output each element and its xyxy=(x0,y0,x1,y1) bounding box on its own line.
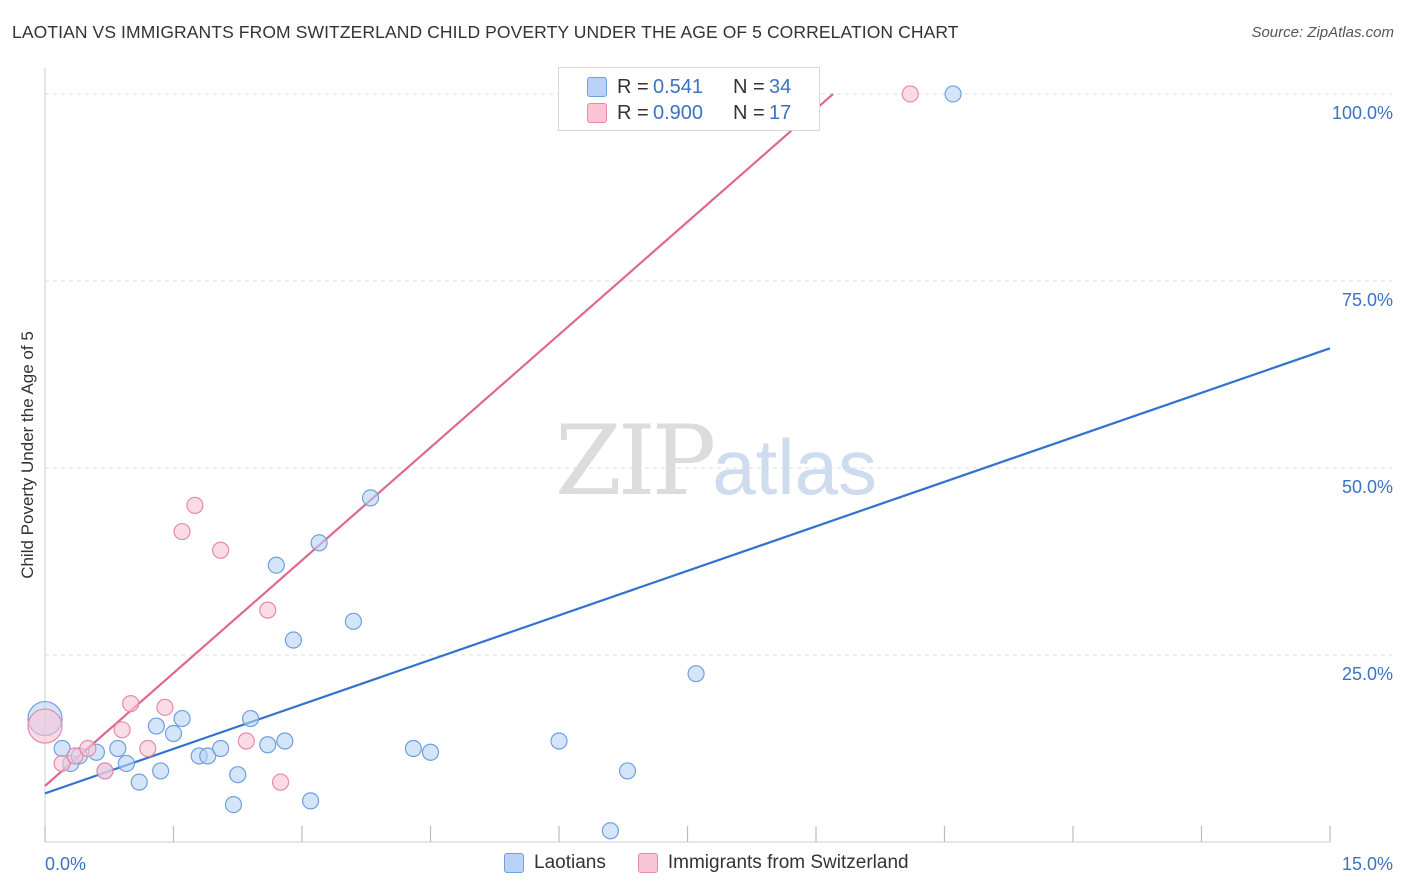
y-tick-label: 75.0% xyxy=(1342,290,1393,310)
series-swatch-laotians xyxy=(504,853,524,873)
data-point-laotians xyxy=(199,747,217,765)
source-credit: Source: ZipAtlas.com xyxy=(1251,24,1394,41)
data-point-laotians xyxy=(687,665,705,683)
watermark: ZIPatlas xyxy=(555,405,877,517)
data-point-laotians xyxy=(212,739,230,758)
data-point-laotians xyxy=(229,766,247,784)
data-point-laotians xyxy=(147,717,165,735)
data-point-switzerland xyxy=(259,601,277,619)
series-name-laotians: Laotians xyxy=(534,852,606,873)
watermark-atlas: atlas xyxy=(712,423,877,511)
x-tick-label: 0.0% xyxy=(45,854,86,874)
x-tick-label: 15.0% xyxy=(1342,854,1393,874)
data-point-laotians xyxy=(404,739,422,758)
data-point-switzerland xyxy=(53,754,71,773)
data-point-laotians xyxy=(267,556,285,574)
series-name-switzerland: Immigrants from Switzerland xyxy=(667,852,909,873)
data-point-switzerland xyxy=(173,522,191,541)
legend-n-label: N = xyxy=(733,101,765,124)
series-legend: Laotians Immigrants from Switzerland xyxy=(504,852,941,874)
data-point-laotians xyxy=(117,754,135,773)
data-point-laotians xyxy=(421,743,440,761)
correlation-legend: R = 0.541 N = 34 R = 0.900 N = 17 xyxy=(558,67,820,131)
data-point-switzerland xyxy=(212,541,230,559)
data-point-switzerland xyxy=(901,85,919,103)
data-point-switzerland xyxy=(271,773,290,791)
legend-n-value: 34 xyxy=(769,75,792,98)
series-legend-laotians: Laotians xyxy=(504,852,606,874)
data-point-switzerland xyxy=(66,747,84,765)
data-point-laotians xyxy=(944,85,962,103)
data-point-laotians xyxy=(276,732,294,750)
series-legend-switzerland: Immigrants from Switzerland xyxy=(637,852,909,874)
data-point-laotians xyxy=(109,739,127,758)
series-swatch-switzerland xyxy=(637,853,658,873)
data-point-laotians xyxy=(173,709,191,728)
data-point-laotians xyxy=(130,773,148,791)
data-point-switzerland xyxy=(96,762,114,780)
data-point-switzerland xyxy=(186,496,204,514)
data-point-laotians xyxy=(242,709,260,728)
data-point-laotians xyxy=(361,489,380,507)
trend-line-switzerland xyxy=(44,93,834,787)
data-point-laotians xyxy=(310,534,328,552)
data-point-switzerland xyxy=(27,708,63,744)
data-point-laotians xyxy=(601,822,620,840)
legend-r-value: 0.900 xyxy=(653,101,704,124)
y-tick-label: 50.0% xyxy=(1342,477,1393,497)
data-point-switzerland xyxy=(156,698,174,716)
data-point-laotians xyxy=(152,762,170,780)
legend-r-label: R = xyxy=(617,101,649,124)
data-point-laotians xyxy=(550,732,568,750)
legend-r-label: R = xyxy=(617,75,649,98)
data-point-laotians xyxy=(284,631,303,649)
legend-row-switzerland: R = 0.900 N = 17 xyxy=(587,100,791,126)
data-point-laotians xyxy=(259,736,277,754)
legend-swatch-laotians xyxy=(587,77,607,97)
data-point-switzerland xyxy=(237,732,255,750)
data-point-laotians xyxy=(618,762,637,780)
legend-n-value: 17 xyxy=(769,101,792,124)
legend-n-label: N = xyxy=(733,75,765,98)
legend-swatch-switzerland xyxy=(587,103,607,123)
data-point-laotians xyxy=(224,795,243,814)
data-point-switzerland xyxy=(113,721,131,739)
y-tick-label: 25.0% xyxy=(1342,664,1393,684)
chart-title: LAOTIAN VS IMMIGRANTS FROM SWITZERLAND C… xyxy=(12,22,959,42)
data-point-laotians xyxy=(301,792,320,810)
data-point-switzerland xyxy=(139,739,157,758)
y-tick-label: 100.0% xyxy=(1332,103,1393,123)
trend-line-laotians xyxy=(44,347,1331,795)
y-axis-label: Child Poverty Under the Age of 5 xyxy=(18,331,37,579)
data-point-laotians xyxy=(344,612,362,630)
data-point-switzerland xyxy=(122,695,140,713)
data-point-switzerland xyxy=(79,739,97,758)
legend-row-laotians: R = 0.541 N = 34 xyxy=(587,74,791,100)
watermark-zip: ZIP xyxy=(555,405,716,517)
legend-r-value: 0.541 xyxy=(653,75,704,98)
data-point-laotians xyxy=(164,724,183,743)
